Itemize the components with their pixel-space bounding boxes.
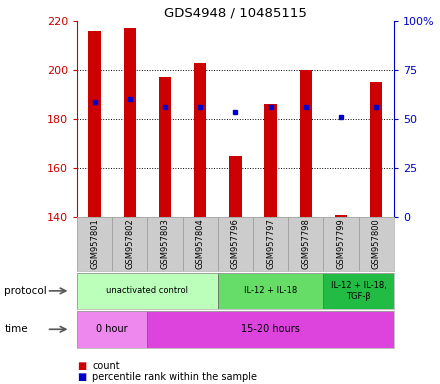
Bar [183,217,218,271]
Bar [77,273,218,309]
Bar [253,217,288,271]
Bar [323,273,394,309]
Text: GSM957796: GSM957796 [231,218,240,269]
Text: GSM957801: GSM957801 [90,218,99,269]
Bar [124,28,136,217]
Bar [370,82,382,217]
Bar [323,217,359,271]
Text: GSM957797: GSM957797 [266,218,275,269]
Bar [359,217,394,271]
Bar [77,311,147,348]
Text: percentile rank within the sample: percentile rank within the sample [92,372,257,382]
Bar [218,217,253,271]
Bar [218,273,323,309]
Bar [147,311,394,348]
Bar [194,63,206,217]
Bar [300,70,312,217]
Bar [335,215,347,217]
Bar [147,217,183,271]
Text: GSM957799: GSM957799 [337,218,345,269]
Text: GSM957798: GSM957798 [301,218,310,269]
Text: GSM957804: GSM957804 [196,218,205,269]
Text: count: count [92,361,120,371]
Bar [88,31,101,217]
Text: 0 hour: 0 hour [96,324,128,334]
Text: GSM957800: GSM957800 [372,218,381,269]
Bar [112,217,147,271]
Bar [288,217,323,271]
Text: IL-12 + IL-18: IL-12 + IL-18 [244,286,297,295]
Bar [159,78,171,217]
Text: ■: ■ [77,361,86,371]
Text: unactivated control: unactivated control [106,286,188,295]
Title: GDS4948 / 10485115: GDS4948 / 10485115 [164,7,307,20]
Text: time: time [4,324,28,334]
Text: GSM957802: GSM957802 [125,218,134,269]
Bar [77,217,112,271]
Text: IL-12 + IL-18,
TGF-β: IL-12 + IL-18, TGF-β [331,281,386,301]
Text: GSM957803: GSM957803 [161,218,169,269]
Text: 15-20 hours: 15-20 hours [241,324,300,334]
Bar [264,104,277,217]
Text: ■: ■ [77,372,86,382]
Text: protocol: protocol [4,286,47,296]
Bar [229,156,242,217]
